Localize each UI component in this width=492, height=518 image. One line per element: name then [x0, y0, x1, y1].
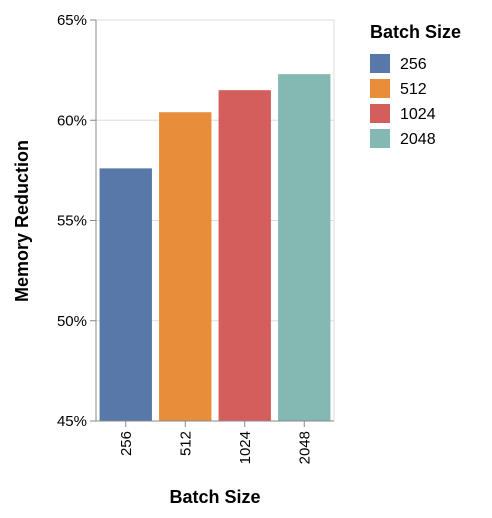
legend-label-512: 512 — [400, 81, 427, 98]
y-axis-title: Memory Reduction — [12, 140, 32, 302]
y-tick-label: 60% — [57, 112, 87, 129]
y-tick-label: 50% — [57, 313, 87, 330]
x-tick-label: 2048 — [296, 431, 313, 464]
x-tick-label: 256 — [118, 431, 135, 456]
bar-256 — [99, 168, 152, 421]
legend-swatch-256 — [370, 54, 390, 73]
bars — [99, 74, 331, 422]
y-ticks: 45% 50% 55% 60% 65% — [57, 12, 96, 430]
legend: Batch Size 256 512 1024 2048 — [370, 22, 461, 148]
y-tick-label: 45% — [57, 413, 87, 430]
y-tick-label: 55% — [57, 213, 87, 230]
bar-2048 — [278, 74, 331, 421]
legend-label-1024: 1024 — [400, 106, 436, 123]
legend-swatch-2048 — [370, 129, 390, 148]
legend-label-2048: 2048 — [400, 131, 436, 148]
legend-swatch-512 — [370, 79, 390, 98]
x-axis-title: Batch Size — [169, 487, 260, 507]
x-tick-label: 1024 — [237, 431, 254, 464]
legend-title: Batch Size — [370, 22, 461, 42]
y-tick-label: 65% — [57, 12, 87, 29]
x-tick-label: 512 — [177, 431, 194, 456]
legend-swatch-1024 — [370, 104, 390, 123]
bar-1024 — [218, 90, 271, 422]
x-ticks: 256 512 1024 2048 — [118, 421, 313, 464]
bar-512 — [159, 112, 212, 421]
legend-label-256: 256 — [400, 56, 427, 73]
